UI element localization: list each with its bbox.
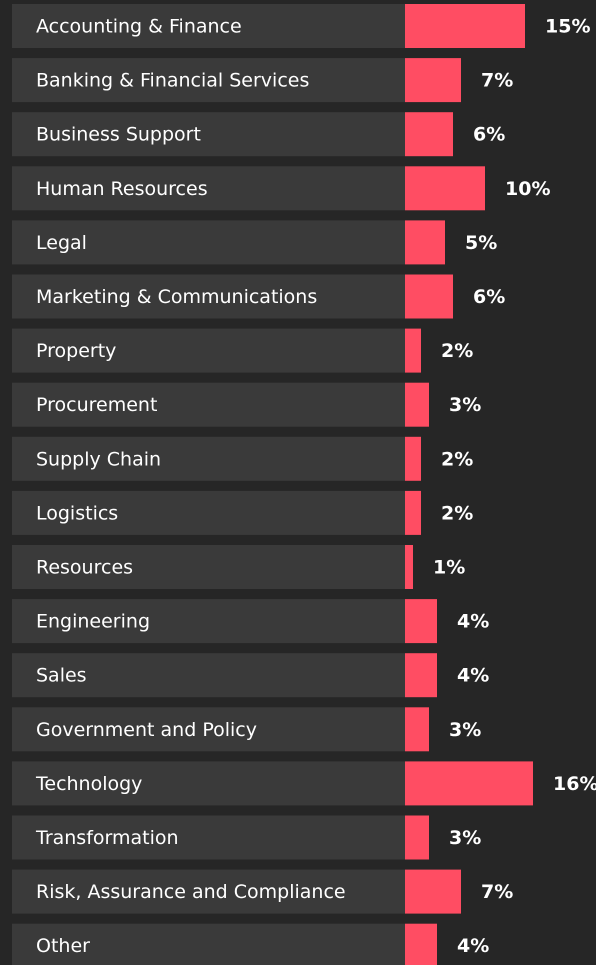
bar <box>405 328 421 373</box>
value-label: 4% <box>457 611 489 633</box>
category-label: Supply Chain <box>36 448 161 470</box>
category-label: Procurement <box>36 394 157 416</box>
value-label: 2% <box>441 502 473 524</box>
category-label: Other <box>36 935 90 957</box>
value-label: 5% <box>465 232 497 254</box>
category-label: Technology <box>35 773 142 795</box>
bar <box>405 599 437 644</box>
category-box <box>12 436 405 481</box>
bar <box>405 382 429 427</box>
category-box <box>12 382 405 427</box>
bar <box>405 490 421 535</box>
bar <box>405 815 429 860</box>
category-box <box>12 166 405 211</box>
value-label: 10% <box>505 178 550 200</box>
category-label: Transformation <box>35 827 179 849</box>
category-label: Business Support <box>36 124 201 146</box>
value-label: 7% <box>481 70 513 92</box>
category-label: Resources <box>36 557 133 579</box>
value-label: 3% <box>449 394 481 416</box>
bar <box>405 653 437 698</box>
bar <box>405 869 461 914</box>
bar <box>405 220 445 265</box>
value-label: 16% <box>553 773 596 795</box>
category-box <box>12 599 405 644</box>
value-label: 2% <box>441 340 473 362</box>
category-label: Risk, Assurance and Compliance <box>36 881 346 903</box>
value-label: 3% <box>449 827 481 849</box>
category-label: Human Resources <box>36 178 208 200</box>
bar <box>405 707 429 752</box>
bar <box>405 761 533 806</box>
category-box <box>12 545 405 589</box>
bar <box>405 923 437 965</box>
bar <box>405 436 421 481</box>
bar <box>405 545 413 589</box>
category-box <box>12 4 405 48</box>
category-box <box>12 490 405 535</box>
bar <box>405 166 485 211</box>
category-label: Engineering <box>36 611 150 633</box>
category-label: Government and Policy <box>36 719 257 741</box>
value-label: 3% <box>449 719 481 741</box>
category-box <box>12 923 405 965</box>
category-label: Accounting & Finance <box>36 16 242 38</box>
value-label: 6% <box>473 124 505 146</box>
category-box <box>12 869 405 914</box>
value-label: 1% <box>433 557 465 579</box>
bar <box>405 274 453 319</box>
value-label: 15% <box>545 16 590 38</box>
bar <box>405 112 453 157</box>
bar <box>405 58 461 103</box>
value-label: 6% <box>473 286 505 308</box>
category-box <box>12 274 405 319</box>
category-label: Property <box>36 340 116 362</box>
category-label: Logistics <box>36 502 118 524</box>
category-label: Marketing & Communications <box>36 286 317 308</box>
value-label: 2% <box>441 448 473 470</box>
category-box <box>12 112 405 157</box>
category-box <box>12 761 405 806</box>
bar <box>405 4 525 48</box>
value-label: 4% <box>457 665 489 687</box>
value-label: 4% <box>457 935 489 957</box>
category-label: Sales <box>36 665 87 687</box>
category-box <box>12 328 405 373</box>
category-box <box>12 58 405 103</box>
category-box <box>12 815 405 860</box>
category-label: Legal <box>36 232 87 254</box>
category-box <box>12 707 405 752</box>
category-box <box>12 653 405 698</box>
category-label: Banking & Financial Services <box>36 70 309 92</box>
category-box <box>12 220 405 265</box>
value-label: 7% <box>481 881 513 903</box>
